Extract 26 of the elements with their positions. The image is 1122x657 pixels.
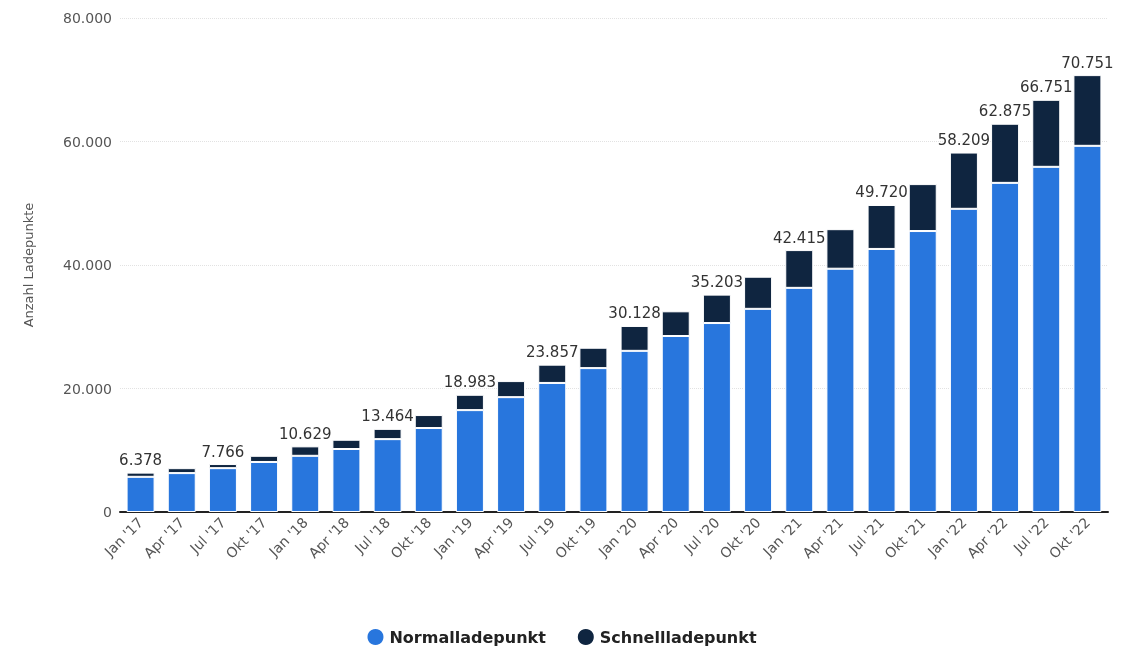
total-label: 18.983 [443,373,497,392]
x-tick-label: Apr '17 [140,514,188,562]
total-label: 6.378 [119,451,163,470]
y-tick-label: 0 [103,504,112,520]
bar [208,468,237,512]
total-label: 66.751 [1020,78,1073,97]
total-label: 58.209 [937,131,991,150]
total-label: 10.629 [279,424,332,443]
total-label: 42.415 [773,228,826,247]
legend-label: Schnellladepunkt [599,627,757,647]
y-tick-label: 20.000 [63,380,112,397]
total-label: 23.857 [526,343,579,362]
bar [126,476,155,512]
x-tick-label: Jan '21 [759,514,805,561]
y-tick-label: 80.000 [63,10,112,26]
total-label: 49.720 [855,183,908,202]
legend-label: Normalladepunkt [389,627,547,647]
total-label: 62.875 [978,102,1032,121]
total-label: 35.203 [690,273,744,292]
total-label: 70.751 [1061,53,1114,72]
total-label: 7.766 [201,442,245,461]
total-label: 13.464 [361,407,414,426]
y-tick-label: 40.000 [63,257,112,273]
total-label: 30.128 [608,304,661,323]
y-tick-label: 60.000 [63,133,112,150]
y-axis-title: Anzahl Ladepunkte [21,202,36,328]
